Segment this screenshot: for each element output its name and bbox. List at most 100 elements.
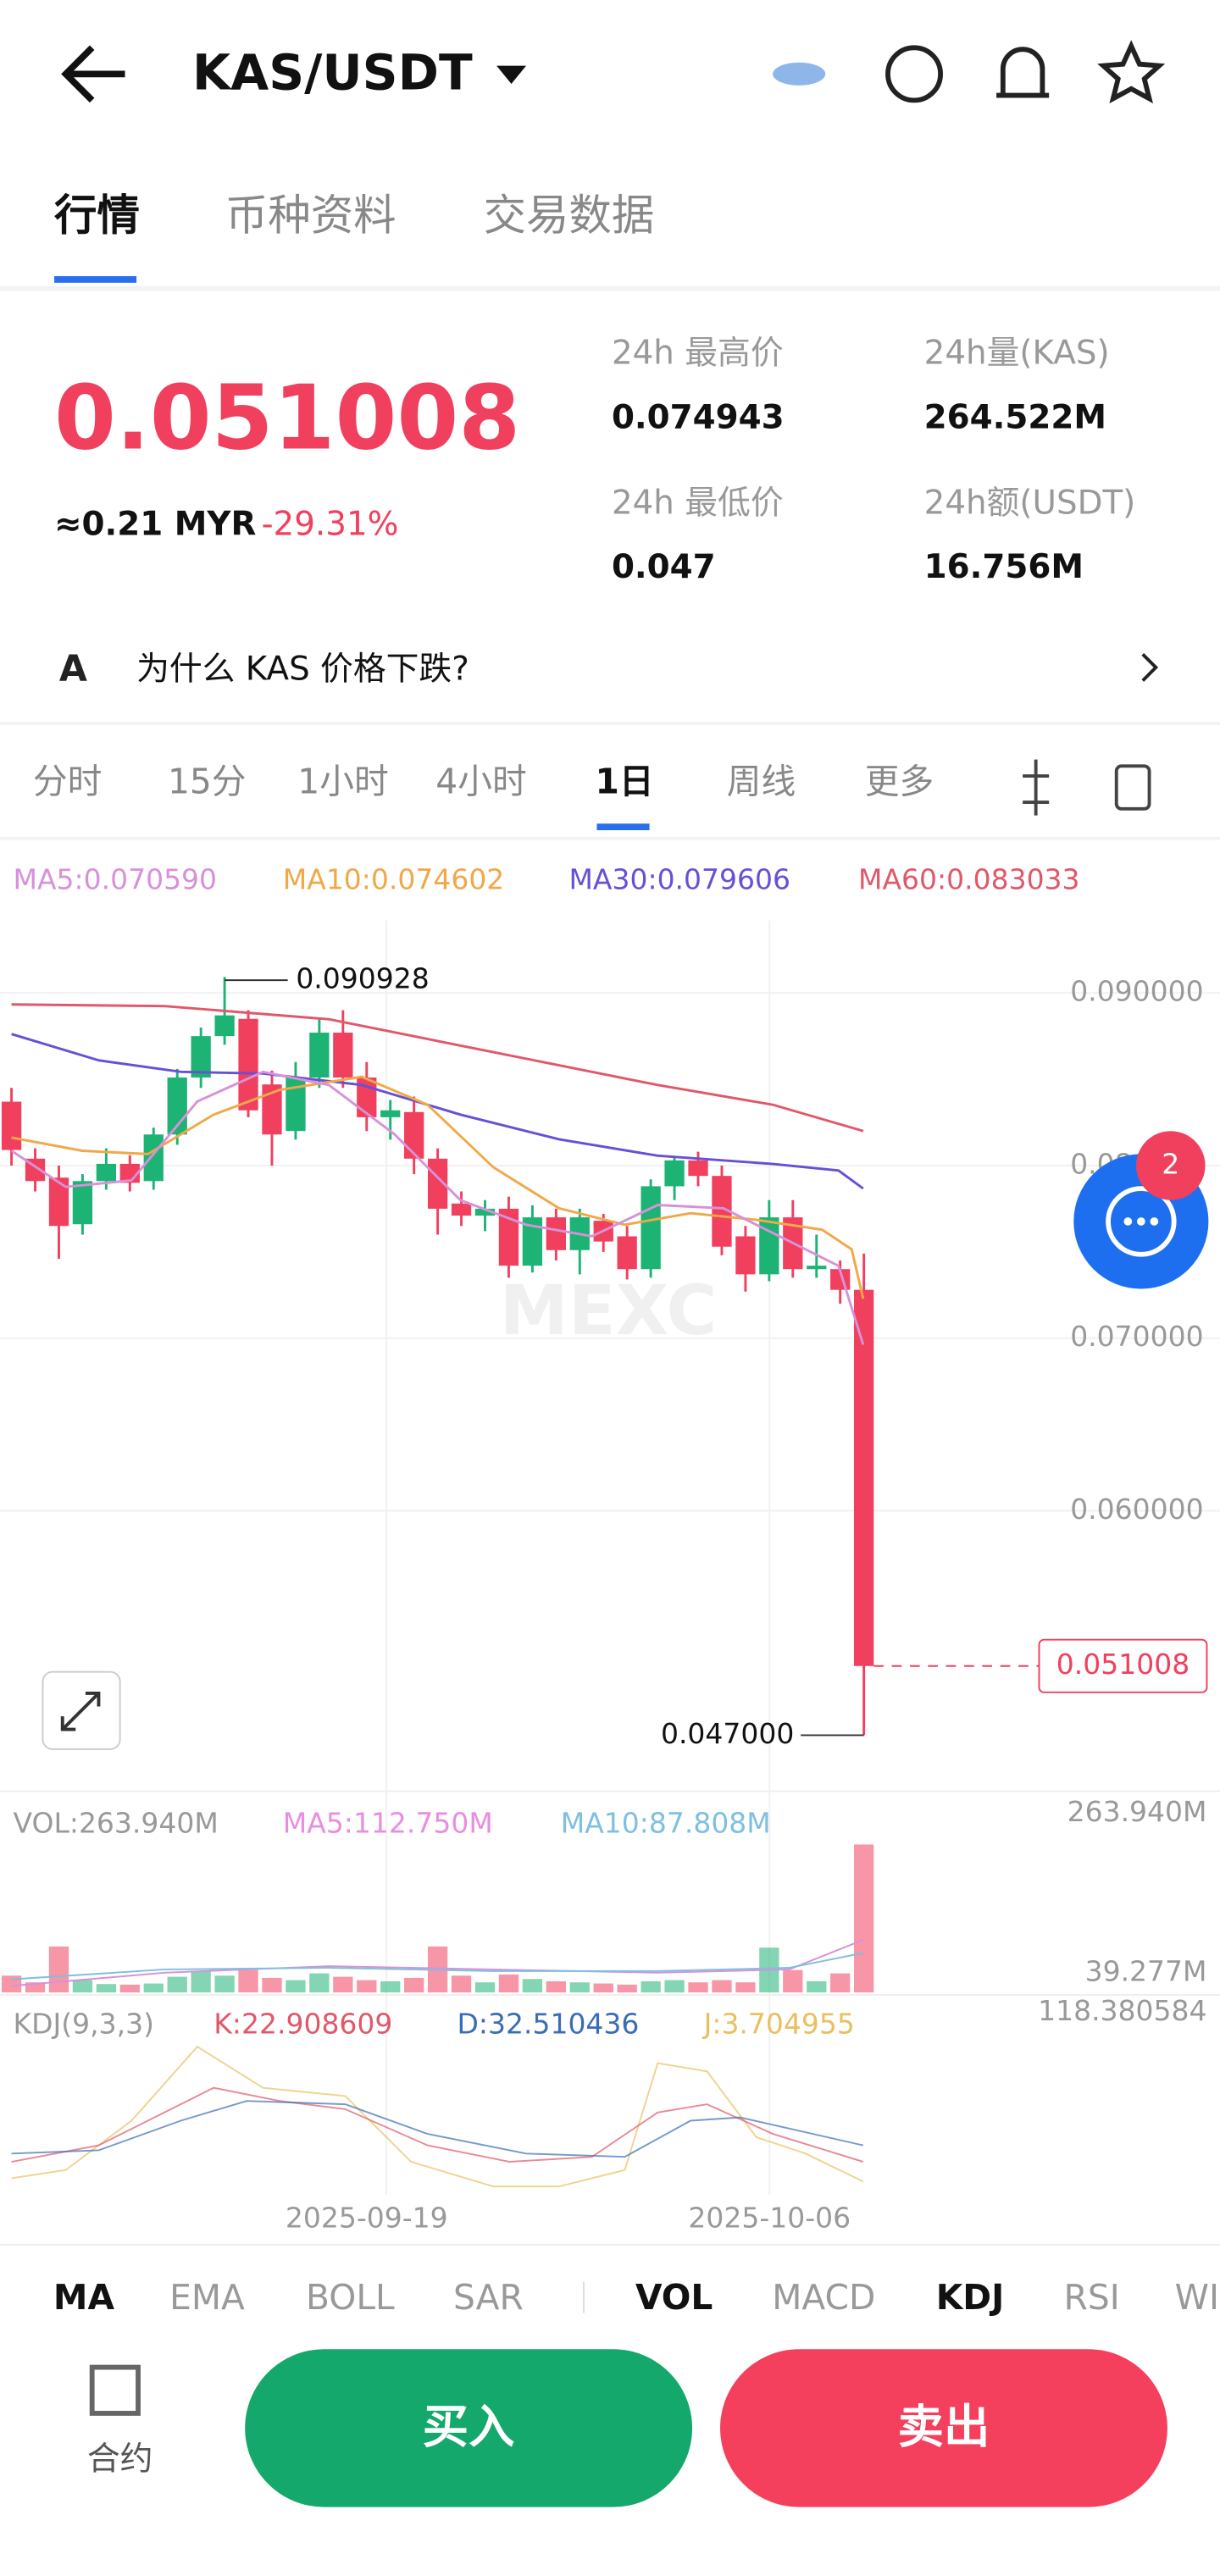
kdj-legend: K:22.908609: [214, 2007, 392, 2040]
dropdown[interactable]: [496, 65, 527, 84]
kdj-legend: D:32.510436: [458, 2007, 640, 2040]
ma-legend: MA30:0.079606: [568, 863, 790, 896]
ma30: [11, 1033, 864, 1190]
timeframe[interactable]: 更多: [865, 762, 934, 802]
settings[interactable]: [1023, 759, 1050, 816]
candle: [640, 1186, 661, 1270]
banner[interactable]: 为什么 KAS 价格下跌?: [136, 650, 469, 688]
contract-icon[interactable]: [89, 2364, 141, 2416]
volume-bar: [286, 1980, 306, 1993]
candle: [72, 1181, 93, 1225]
ma5: [10, 1070, 865, 1345]
indicator[interactable]: VOL: [635, 2277, 713, 2318]
timeframe[interactable]: 1日: [596, 762, 654, 802]
volume-bar: [569, 1982, 590, 1993]
ma-legend: MA10:0.074602: [283, 863, 504, 896]
volume-bar: [617, 1984, 637, 1993]
kdj-j: [11, 2045, 864, 2188]
timeframe[interactable]: 1小时: [297, 762, 388, 802]
candle: [712, 1176, 732, 1247]
indicator[interactable]: MACD: [772, 2277, 875, 2318]
divider: [0, 721, 1220, 725]
buy-button[interactable]: [245, 2349, 693, 2507]
volume-bar: [333, 1976, 353, 1993]
last-label: 0.051008: [1056, 1648, 1190, 1681]
candle: [309, 1033, 330, 1078]
volume-bar: [262, 1977, 282, 1993]
stat-value: 0.047: [612, 548, 716, 586]
kdj-axis: 118.380584: [1038, 1994, 1206, 2027]
volume-bar: [546, 1980, 566, 1993]
timeframe[interactable]: 4小时: [435, 762, 526, 802]
kdj-legend: KDJ(9,3,3): [14, 2007, 154, 2040]
candle: [214, 1015, 235, 1037]
divider: [0, 2244, 1220, 2246]
indicator[interactable]: KDJ: [936, 2277, 1005, 2318]
volume-bar: [735, 1982, 756, 1993]
share[interactable]: [885, 45, 943, 103]
volume-bar: [712, 1980, 732, 1993]
tab[interactable]: 币种资料: [225, 191, 396, 241]
candle: [262, 1084, 282, 1135]
indicator[interactable]: EMA: [169, 2277, 245, 2318]
candle: [380, 1110, 401, 1117]
vol-axis: 263.940M: [1068, 1795, 1207, 1828]
volume-bar: [807, 1980, 827, 1993]
divider: [0, 836, 1220, 840]
change: -29.31%: [262, 506, 399, 544]
candle: [617, 1236, 637, 1270]
stat-label: 24h 最高价: [612, 335, 784, 373]
indicator[interactable]: BOLL: [306, 2277, 395, 2318]
candle: [546, 1217, 566, 1250]
candle: [333, 1033, 353, 1078]
candle: [143, 1134, 164, 1182]
copy[interactable]: [1114, 764, 1151, 811]
candle: [688, 1160, 708, 1177]
ma10: [11, 1075, 865, 1299]
volume-bar: [498, 1974, 519, 1993]
volume-bar: [688, 1982, 708, 1993]
tab[interactable]: 交易数据: [484, 191, 655, 241]
sell[interactable]: 卖出: [898, 2400, 990, 2453]
volume-bar: [72, 1980, 93, 1993]
timeframe[interactable]: 15分: [168, 762, 247, 802]
volume-bar: [309, 1973, 330, 1993]
volume-bar: [830, 1973, 851, 1993]
volume-bar: [119, 1984, 140, 1993]
star[interactable]: [1097, 40, 1166, 104]
indicator[interactable]: RSI: [1064, 2277, 1120, 2318]
ma-legend: MA5:0.070590: [14, 863, 218, 896]
date: 2025-09-19: [286, 2201, 448, 2234]
chat-dot: [1123, 1217, 1133, 1226]
candle: [807, 1266, 827, 1270]
vol-legend: MA5:112.750M: [283, 1807, 493, 1840]
tab[interactable]: 行情: [54, 191, 140, 241]
candle: [357, 1077, 377, 1117]
volume-bar: [664, 1980, 685, 1993]
timeframe[interactable]: 分时: [33, 762, 103, 802]
indicator[interactable]: WI: [1175, 2277, 1219, 2318]
indicator[interactable]: SAR: [453, 2277, 524, 2318]
stat-value: 264.522M: [924, 398, 1106, 436]
vol-legend: MA10:87.808M: [561, 1807, 771, 1840]
contract[interactable]: 合约: [87, 2440, 153, 2479]
low-label: 0.047000: [661, 1717, 794, 1750]
back[interactable]: [61, 45, 125, 103]
buy[interactable]: 买入: [423, 2400, 515, 2453]
chat-dot: [1136, 1217, 1145, 1226]
candle: [48, 1177, 69, 1227]
timeframe[interactable]: 周线: [727, 762, 796, 802]
fiat: ≈0.21 MYR: [54, 506, 256, 544]
badge: [1136, 1131, 1206, 1200]
bell[interactable]: [996, 47, 1050, 98]
sell-button[interactable]: [720, 2349, 1167, 2507]
indicator[interactable]: MA: [53, 2277, 115, 2318]
last-box: [1038, 1638, 1208, 1693]
tab-underline: [54, 276, 137, 283]
y-tick-label: 0.070000: [1070, 1320, 1203, 1353]
vol-axis: 39.277M: [1085, 1954, 1207, 1987]
volume-bar: [451, 1975, 472, 1993]
